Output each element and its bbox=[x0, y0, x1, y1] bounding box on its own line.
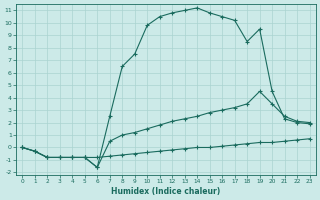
X-axis label: Humidex (Indice chaleur): Humidex (Indice chaleur) bbox=[111, 187, 220, 196]
